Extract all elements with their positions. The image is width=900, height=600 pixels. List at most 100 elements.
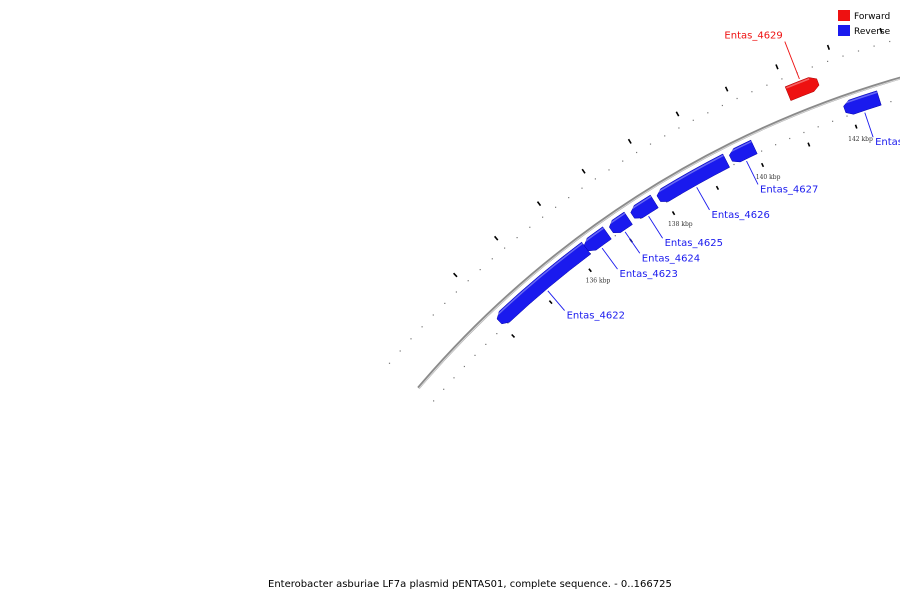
gene-highlight	[582, 227, 604, 244]
gene-entas-4624[interactable]	[609, 211, 633, 233]
gene-entas-4629[interactable]	[784, 77, 820, 101]
dotted-rings	[388, 40, 892, 402]
leader-line	[864, 112, 874, 138]
ring-dot	[889, 40, 891, 43]
ring-dot	[781, 78, 783, 80]
tick-mark	[775, 64, 779, 70]
tick-mark	[760, 162, 765, 168]
ring-dot	[736, 97, 738, 100]
ring-dot	[622, 160, 624, 162]
ring-dot	[388, 362, 391, 364]
ring-dot	[542, 216, 544, 218]
gene-label: Entas_4625	[665, 238, 723, 249]
gene-label: Entas_4627	[760, 184, 818, 195]
ring-dot	[803, 131, 805, 134]
ring-dot	[640, 217, 642, 219]
ring-dot	[516, 237, 518, 239]
gene-label: Entas_4622	[567, 311, 625, 322]
ring-dot	[678, 127, 680, 129]
ring-dot	[485, 343, 487, 345]
gene-label: Entas_4623	[620, 269, 678, 280]
leader-line	[648, 216, 663, 239]
legend: Forward Reverse	[838, 10, 891, 37]
ring-dot	[474, 354, 476, 356]
ring-dot	[707, 112, 709, 114]
ring-dot	[444, 302, 446, 304]
gene-entas-4627[interactable]	[728, 139, 758, 163]
tick-label: 136 kbp	[586, 278, 611, 285]
gene-highlight	[629, 195, 652, 211]
gene-highlight	[607, 212, 626, 226]
ring-dot	[507, 322, 509, 324]
leader-line	[746, 160, 759, 185]
tick-mark	[536, 201, 542, 207]
ring-dot	[890, 101, 892, 103]
ring-dot	[664, 135, 666, 137]
gene-highlight	[656, 154, 724, 194]
tick-mark	[671, 210, 676, 216]
ring-dot	[775, 144, 777, 146]
gene-entas-4622[interactable]	[496, 241, 592, 325]
tick-mark	[493, 235, 499, 241]
ring-dot	[529, 226, 531, 228]
ring-dot	[463, 365, 465, 368]
ring-dot	[467, 280, 469, 282]
tick-mark	[826, 44, 831, 50]
ring-dot	[733, 163, 735, 166]
gene-label: Entas_4624	[642, 253, 700, 264]
ring-dot	[751, 91, 753, 93]
tick-mark	[588, 268, 592, 273]
ring-dot	[789, 137, 791, 140]
ring-dot	[636, 151, 638, 154]
ring-dot	[496, 333, 498, 335]
ring-dot	[857, 50, 860, 52]
gene-entas-4630[interactable]	[843, 90, 882, 115]
gene-label: Entas_4630	[875, 137, 900, 148]
ring-dot	[811, 66, 813, 68]
map-caption: Enterobacter asburiae LF7a plasmid pENTA…	[268, 579, 672, 590]
ring-dot	[399, 350, 401, 352]
ring-dot	[608, 169, 610, 171]
ring-dot	[873, 45, 875, 47]
gene-entas-4626[interactable]	[656, 153, 730, 202]
backbone-ring-highlight	[418, 78, 900, 389]
ring-dot	[832, 120, 834, 122]
ring-dot	[614, 235, 616, 237]
gene-entas-4625[interactable]	[630, 194, 659, 219]
tick-label: 138 kbp	[668, 221, 693, 228]
ring-dot	[581, 187, 583, 189]
tick-mark	[581, 168, 586, 174]
ring-dot	[432, 314, 434, 316]
ring-dot	[410, 338, 412, 340]
ring-dot	[421, 326, 423, 328]
ring-dot	[692, 119, 694, 121]
ring-dot	[766, 84, 768, 86]
ring-dot	[555, 206, 557, 208]
legend-forward-label: Forward	[854, 12, 890, 22]
tick-mark	[548, 300, 553, 305]
tick-mark	[453, 272, 458, 278]
leader-line	[784, 41, 800, 80]
gene-highlight	[786, 78, 810, 89]
gene-highlight	[728, 140, 752, 154]
ring-dot	[433, 400, 435, 402]
gene-labels: Entas_4622 Entas_4623 Entas_4624 Entas_4625…	[547, 31, 900, 322]
ring-dot	[827, 60, 829, 62]
ring-dot	[649, 143, 652, 145]
ring-dot	[479, 269, 481, 271]
tick-mark	[724, 86, 729, 92]
gene-entas-4623[interactable]	[583, 226, 612, 252]
tick-mark	[675, 111, 680, 117]
legend-forward-swatch	[838, 10, 850, 21]
ring-dot	[568, 197, 570, 199]
ring-dot	[666, 201, 668, 203]
gene-label: Entas_4629	[724, 31, 782, 42]
ring-dot	[721, 104, 723, 107]
gene-label: Entas_4626	[712, 210, 770, 221]
tick-mark	[715, 185, 720, 190]
ring-dot	[443, 388, 445, 390]
tick-label: 142 kbp	[848, 136, 873, 143]
legend-reverse-swatch	[838, 25, 850, 36]
